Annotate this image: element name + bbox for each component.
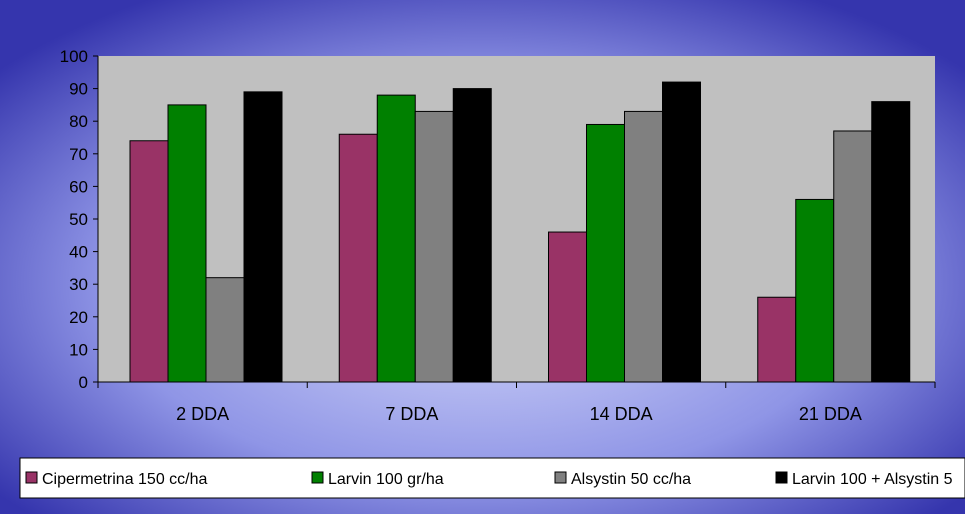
- bar-3-7-dda: [414, 110, 454, 383]
- y-tick-label: 100: [60, 47, 88, 66]
- y-tick-label: 20: [69, 308, 88, 327]
- bar-4-7-dda: [452, 88, 492, 383]
- y-tick-labels: 0 10 20 30 40 50 60 70 80 90 100: [60, 47, 88, 392]
- x-tick-label: 21 DDA: [799, 404, 862, 424]
- bar-4-2-dda: [243, 91, 283, 383]
- axes-layer: [93, 55, 936, 388]
- legend-label: Larvin 100 + Alsystin 5: [792, 471, 953, 488]
- x-tick-label: 14 DDA: [590, 404, 653, 424]
- y-tick-label: 30: [69, 275, 88, 294]
- x-tick-labels: 2 DDA 7 DDA 14 DDA 21 DDA: [176, 404, 862, 424]
- bar-2-2-dda: [167, 104, 207, 383]
- legend-label: Alsystin 50 cc/ha: [571, 471, 691, 488]
- bar-1-21-dda: [757, 296, 797, 383]
- x-tick-label: 2 DDA: [176, 404, 229, 424]
- bar-3-2-dda: [205, 277, 245, 383]
- legend-label: Larvin 100 gr/ha: [328, 471, 444, 488]
- legend-swatch: [554, 471, 567, 484]
- bar-2-21-dda: [795, 198, 835, 383]
- legend-swatch: [25, 471, 38, 484]
- y-tick-label: 60: [69, 177, 88, 196]
- y-tick-label: 0: [79, 373, 88, 392]
- bar-1-14-dda: [548, 231, 587, 383]
- y-tick-label: 70: [69, 145, 88, 164]
- legend-box: [19, 457, 965, 499]
- legend-swatch: [775, 471, 788, 484]
- legend: Cipermetrina 150 cc/ha Larvin 100 gr/ha Al…: [25, 471, 953, 488]
- y-tick-label: 50: [69, 210, 88, 229]
- y-tick-label: 10: [69, 340, 88, 359]
- bar-4-21-dda: [871, 101, 911, 383]
- y-tick-label: 80: [69, 112, 88, 131]
- x-tick-label: 7 DDA: [385, 404, 438, 424]
- legend-label: Cipermetrina 150 cc/ha: [42, 471, 208, 488]
- legend-swatch: [311, 471, 324, 484]
- bar-3-14-dda: [624, 110, 663, 383]
- bar-2-7-dda: [376, 94, 416, 383]
- bar-4-14-dda: [662, 81, 701, 383]
- bar-1-2-dda: [129, 140, 169, 383]
- bars-layer: [129, 81, 911, 383]
- bar-3-21-dda: [833, 130, 873, 383]
- y-tick-label: 40: [69, 243, 88, 262]
- bar-1-7-dda: [338, 133, 378, 383]
- y-tick-label: 90: [69, 80, 88, 99]
- bar-2-14-dda: [586, 123, 625, 383]
